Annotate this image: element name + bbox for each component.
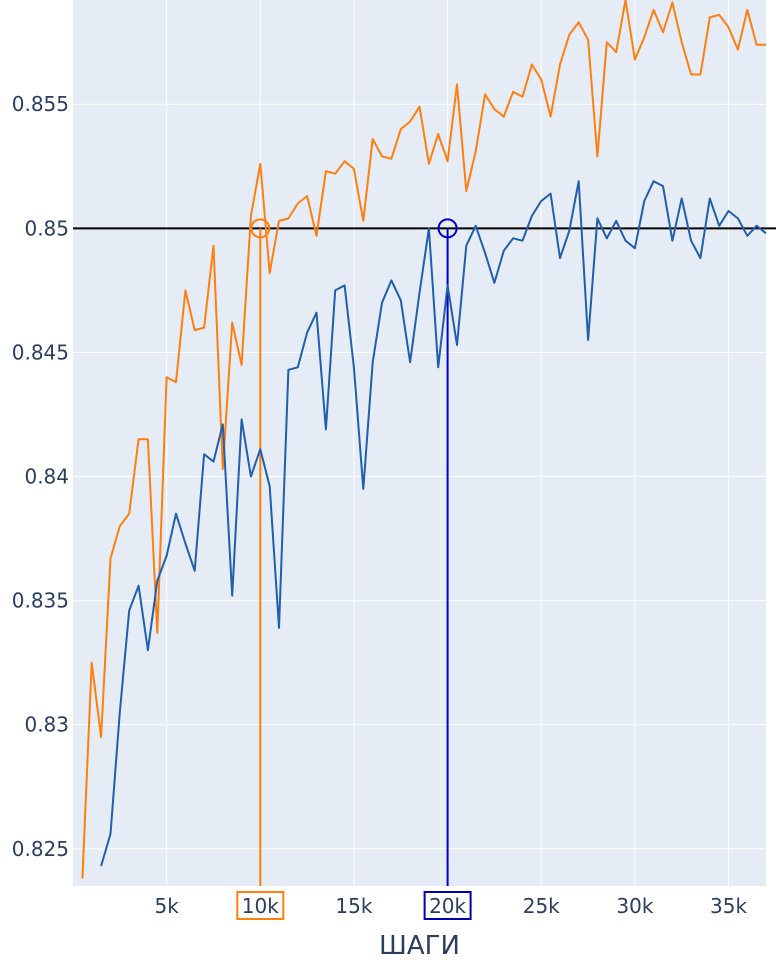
x-tick-label: 10k <box>242 894 279 918</box>
y-tick-label: 0.835 <box>12 589 69 613</box>
series-line-1 <box>81 0 766 879</box>
x-axis-ticks: 5k 10k 15k 20k 25k 30k 35k <box>154 891 747 920</box>
y-tick-label: 0.855 <box>12 92 69 116</box>
x-tick-label: 20k <box>429 894 466 918</box>
reference-lines <box>73 227 776 886</box>
x-tick-label: 35k <box>710 894 747 918</box>
crossing-marker-1 <box>250 218 271 239</box>
crossing-marker-2 <box>437 218 458 239</box>
y-tick-label: 0.84 <box>24 465 69 489</box>
x-tick-label: 15k <box>335 894 372 918</box>
x-tick-highlight-box <box>423 891 472 920</box>
x-tick-label: 30k <box>616 894 653 918</box>
markers <box>250 218 458 239</box>
y-axis-ticks: 0.825 0.83 0.835 0.84 0.845 0.85 0.855 <box>12 92 69 861</box>
x-tick-highlight-box <box>236 891 285 920</box>
series-line-2 <box>100 180 767 867</box>
y-tick-label: 0.825 <box>12 837 69 861</box>
series-layer <box>81 0 767 879</box>
y-tick-label: 0.83 <box>24 713 69 737</box>
y-tick-label: 0.85 <box>24 216 69 240</box>
x-axis-title: ШАГИ <box>379 931 460 961</box>
x-tick-label: 25k <box>523 894 560 918</box>
y-tick-label: 0.845 <box>12 340 69 364</box>
x-tick-label: 5k <box>154 894 179 918</box>
plot-background <box>73 0 766 886</box>
